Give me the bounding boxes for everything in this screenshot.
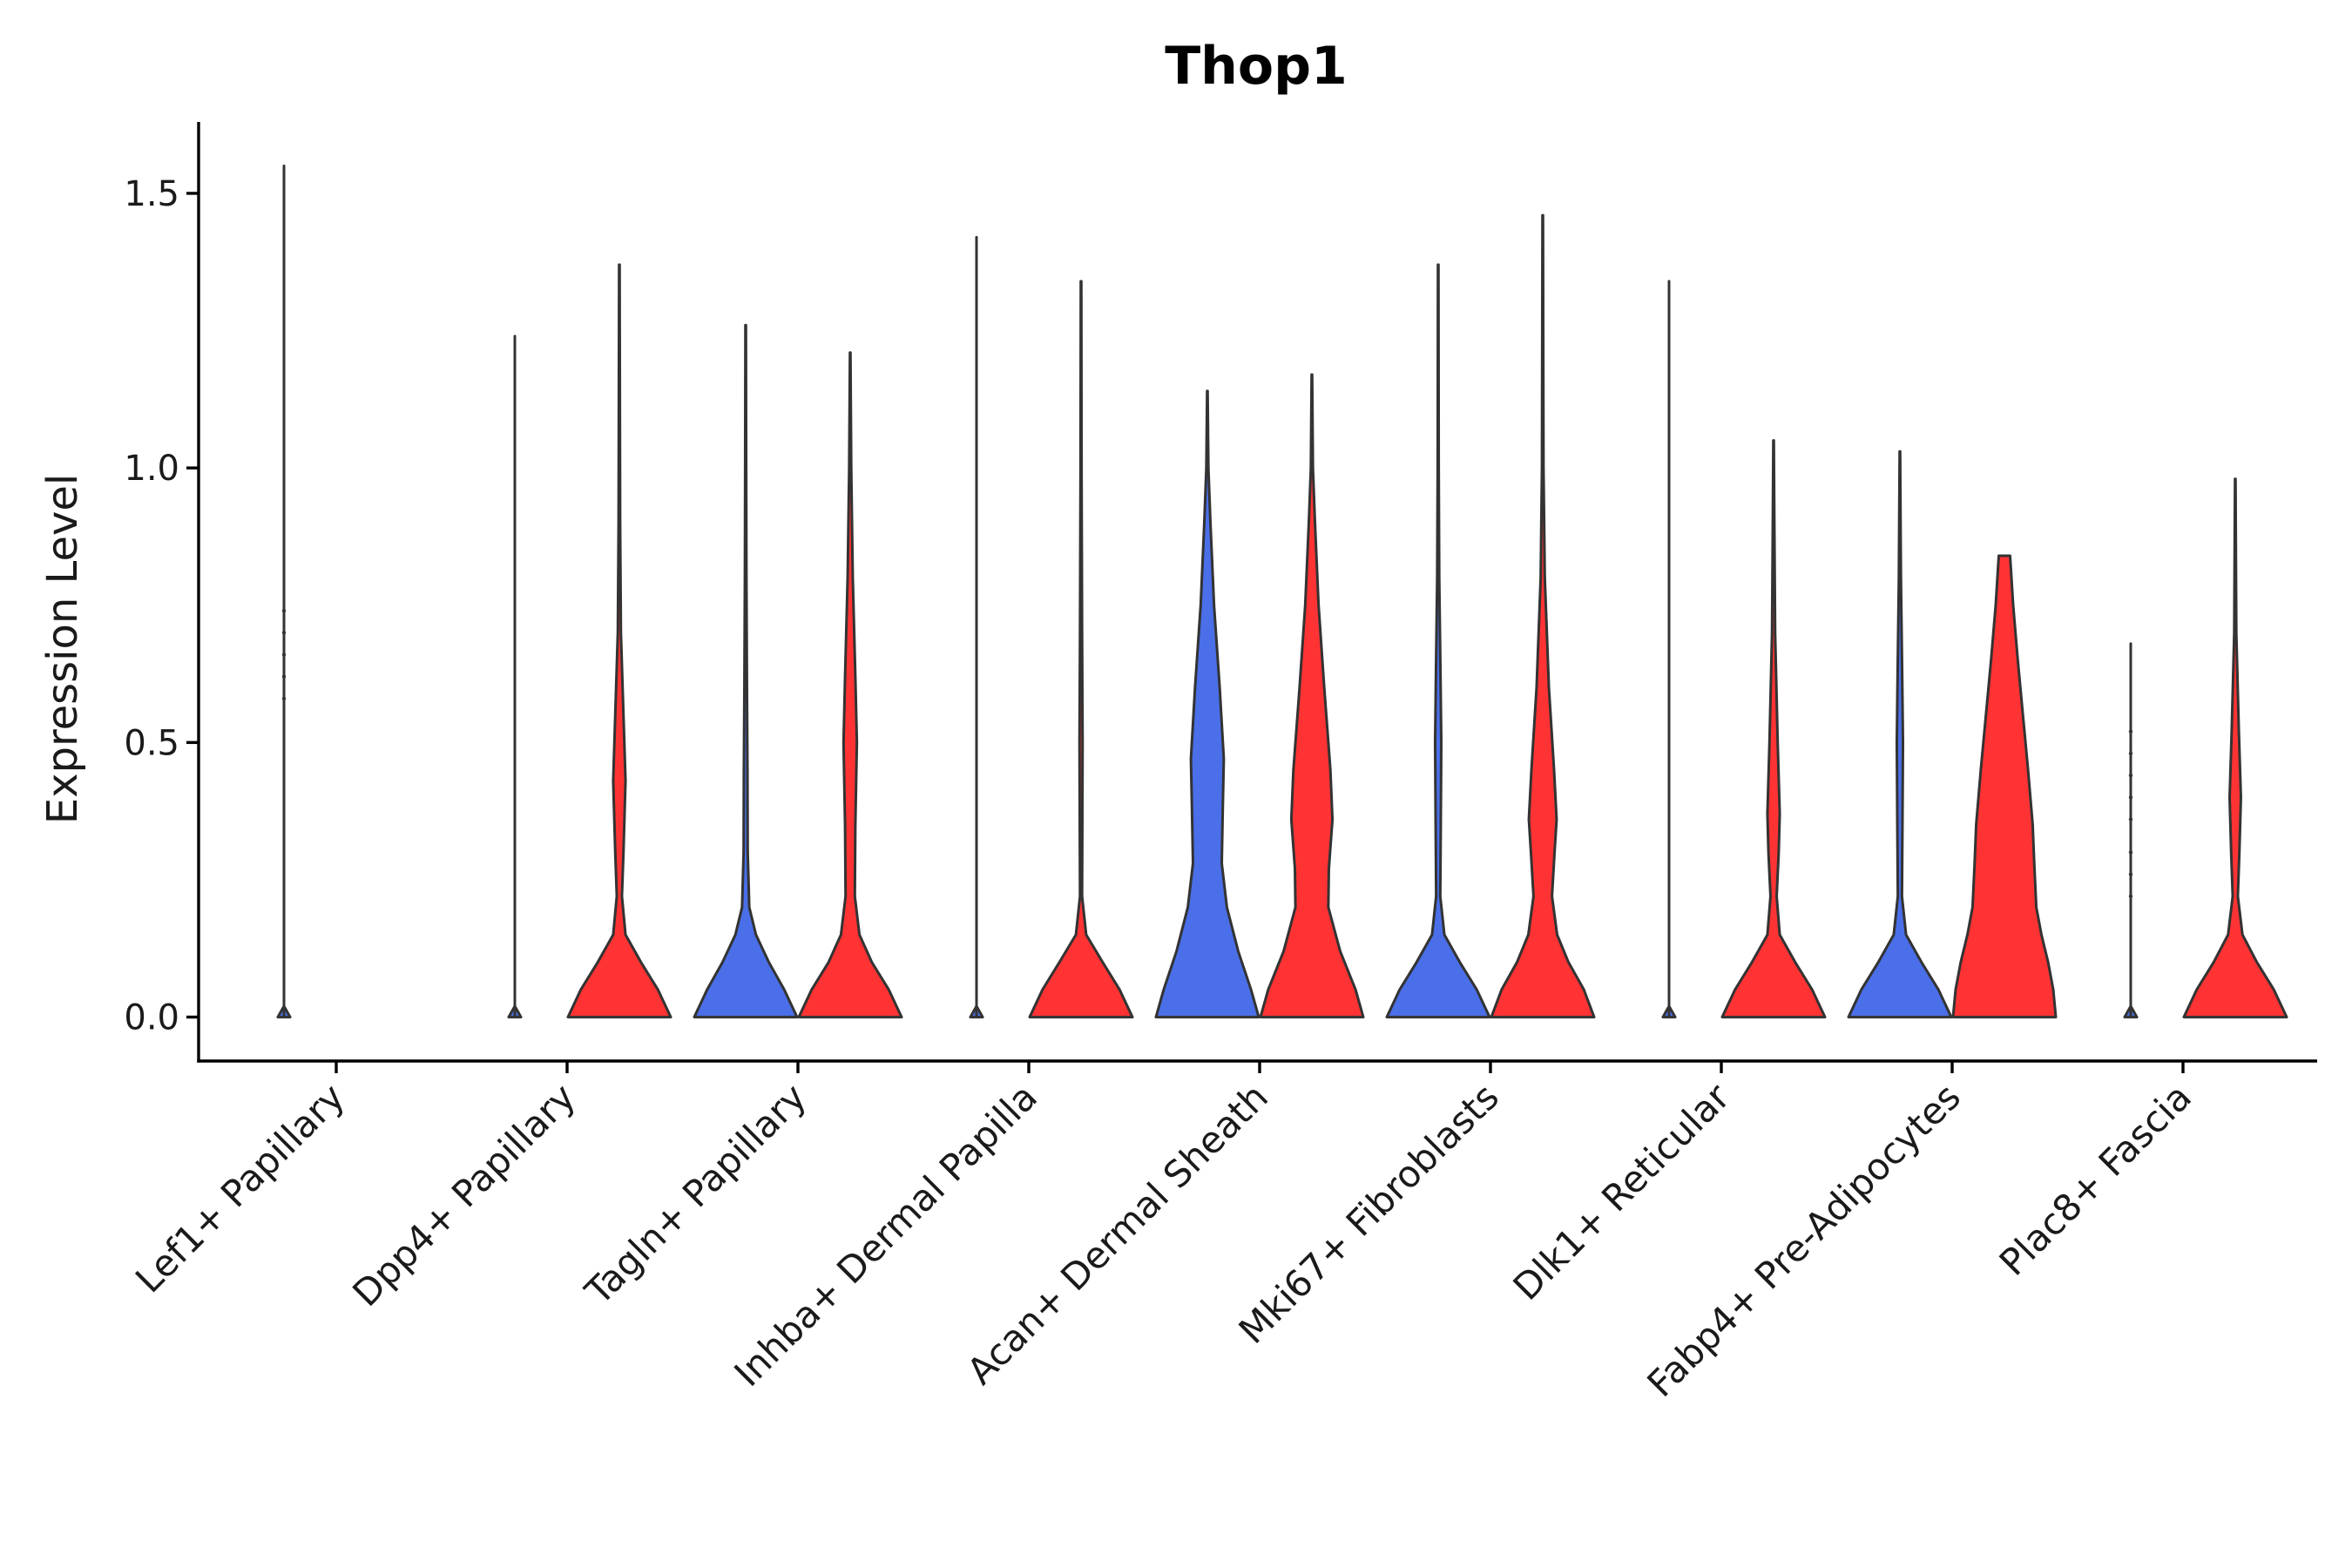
violin-2-4 <box>1028 280 1134 1019</box>
violin-1-8 <box>1847 449 1953 1019</box>
x-tick-label-1: Lef1+ Papillary <box>127 1075 353 1301</box>
y-axis-label: Expression Level <box>38 474 87 825</box>
y-tick-label-2: 0.5 <box>124 723 179 763</box>
y-tick-label-3: 1.0 <box>124 449 179 489</box>
violin-2-3 <box>797 351 903 1019</box>
outlier-point-2-3 <box>2128 850 2133 855</box>
violin-2-2 <box>566 263 672 1019</box>
outlier-point-2-7 <box>2128 751 2133 756</box>
outlier-point-2-1 <box>2128 894 2133 899</box>
outlier-point-2-4 <box>2128 817 2133 821</box>
y-tick-label-4: 1.5 <box>124 174 179 214</box>
violin-1-5 <box>1154 389 1260 1019</box>
outlier-point-1-5 <box>281 608 287 613</box>
violin-2-6 <box>1490 213 1596 1019</box>
outlier-point-2-8 <box>2128 729 2133 733</box>
chart-title: Thop1 <box>1165 36 1348 97</box>
outlier-point-1-4 <box>281 631 287 635</box>
violin-1-3 <box>693 323 799 1019</box>
x-tick-label-6: Mki67+ Fibroblasts <box>1231 1075 1507 1351</box>
violins-layer <box>276 164 2288 1019</box>
violin-2-8 <box>1951 554 2058 1019</box>
y-tick-label-1: 0.0 <box>124 998 179 1038</box>
outlier-point-1-2 <box>281 674 287 679</box>
violin-1-6 <box>1385 263 1491 1019</box>
outlier-point-1-1 <box>281 696 287 701</box>
x-tick-label-2: Dpp4+ Papillary <box>344 1075 584 1315</box>
outlier-point-1-3 <box>281 652 287 657</box>
outlier-point-2-6 <box>2128 773 2133 778</box>
x-tick-label-3: Tagln+ Papillary <box>577 1075 814 1313</box>
outlier-point-2-2 <box>2128 872 2133 876</box>
outlier-point-2-5 <box>2128 795 2133 800</box>
x-tick-label-9: Plac8+ Fascia <box>1991 1075 2200 1283</box>
violin-2-9 <box>2182 477 2288 1019</box>
violin-2-5 <box>1259 373 1365 1019</box>
violin-2-7 <box>1720 439 1827 1019</box>
x-tick-label-7: Dlk1+ Reticular <box>1505 1075 1739 1308</box>
